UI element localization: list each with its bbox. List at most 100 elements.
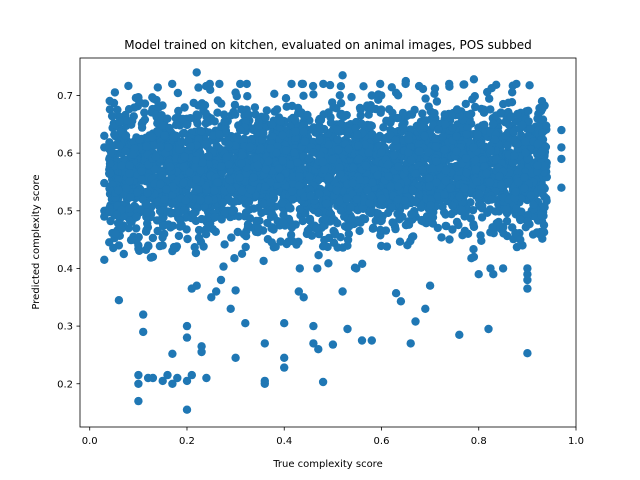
scatter-point <box>182 376 192 386</box>
scatter-point <box>105 96 114 106</box>
scatter-point <box>149 94 158 104</box>
scatter-point <box>278 130 287 140</box>
scatter-point <box>345 221 354 231</box>
scatter-point <box>440 190 449 199</box>
y-tick-label: 0.2 <box>57 379 73 390</box>
scatter-point <box>241 169 251 178</box>
scatter-point <box>215 79 224 89</box>
scatter-point <box>289 172 298 181</box>
scatter-point <box>163 114 172 123</box>
scatter-point <box>440 110 449 119</box>
scatter-point <box>396 297 406 306</box>
scatter-point <box>318 157 328 167</box>
scatter-point <box>497 181 506 190</box>
scatter-point <box>201 230 211 239</box>
scatter-point <box>448 225 457 234</box>
scatter-point <box>137 123 147 132</box>
scatter-point <box>288 179 297 188</box>
scatter-point <box>219 110 229 119</box>
scatter-point <box>177 137 186 146</box>
y-tick-label: 0.6 <box>57 149 73 160</box>
scatter-point <box>354 154 364 164</box>
scatter-point <box>182 120 192 130</box>
scatter-point <box>195 226 204 235</box>
scatter-point <box>278 156 287 165</box>
scatter-point <box>139 327 148 337</box>
scatter-point <box>455 111 464 121</box>
scatter-point <box>418 165 427 174</box>
scatter-point <box>193 111 203 121</box>
scatter-point <box>100 255 109 264</box>
scatter-point <box>115 117 124 126</box>
scatter-point <box>428 219 437 228</box>
scatter-point <box>278 198 287 208</box>
scatter-point <box>125 176 134 186</box>
scatter-point <box>445 235 454 244</box>
scatter-point <box>143 188 152 198</box>
scatter-point <box>513 168 523 177</box>
scatter-point <box>538 189 547 198</box>
scatter-point <box>393 182 403 191</box>
scatter-point <box>230 254 239 263</box>
scatter-point <box>517 120 527 130</box>
scatter-point <box>319 110 328 119</box>
x-tick-label: 0.8 <box>471 436 487 447</box>
scatter-point <box>392 142 401 151</box>
scatter-point <box>309 339 318 348</box>
scatter-point <box>513 177 523 187</box>
scatter-point <box>441 166 451 175</box>
scatter-point <box>117 224 126 234</box>
scatter-point <box>158 376 167 386</box>
scatter-point <box>537 211 546 220</box>
scatter-point <box>418 109 427 118</box>
scatter-point <box>499 223 508 232</box>
scatter-point <box>383 208 393 218</box>
x-tick-label: 0.0 <box>82 436 98 447</box>
scatter-point <box>197 127 206 136</box>
scatter-point <box>320 214 329 224</box>
scatter-point <box>542 121 551 130</box>
scatter-point <box>132 212 141 222</box>
scatter-point <box>152 216 162 225</box>
scatter-point <box>373 133 382 143</box>
scatter-point <box>480 120 489 129</box>
scatter-point <box>477 213 487 222</box>
scatter-point <box>110 88 120 97</box>
scatter-point <box>155 241 165 251</box>
scatter-point <box>319 79 328 89</box>
scatter-point <box>117 161 126 170</box>
scatter-point <box>186 142 195 151</box>
scatter-point <box>452 217 462 227</box>
scatter-point <box>173 88 183 98</box>
scatter-point <box>387 83 396 92</box>
scatter-point <box>404 148 413 157</box>
scatter-point <box>336 206 346 215</box>
scatter-point <box>217 162 226 171</box>
scatter-point <box>383 160 393 170</box>
scatter-point <box>168 133 178 142</box>
scatter-point <box>501 205 511 214</box>
scatter-point <box>210 117 219 126</box>
scatter-point <box>348 163 358 172</box>
scatter-point <box>135 97 144 106</box>
scatter-point <box>280 319 289 328</box>
scatter-point <box>105 159 115 168</box>
scatter-point <box>143 219 152 228</box>
scatter-point <box>125 169 134 178</box>
scatter-point <box>126 193 135 202</box>
scatter-point <box>374 90 383 99</box>
scatter-point <box>287 223 296 232</box>
scatter-point <box>160 131 169 140</box>
scatter-point <box>433 192 443 201</box>
scatter-point <box>318 242 328 251</box>
scatter-point <box>480 162 489 171</box>
scatter-point <box>336 82 346 91</box>
scatter-point <box>295 205 305 214</box>
scatter-point <box>198 158 207 167</box>
scatter-point <box>557 143 566 152</box>
scatter-point <box>208 225 218 234</box>
scatter-point <box>182 333 192 342</box>
scatter-point <box>153 83 162 92</box>
scatter-point <box>180 103 189 112</box>
x-tick-label: 0.2 <box>179 436 195 447</box>
